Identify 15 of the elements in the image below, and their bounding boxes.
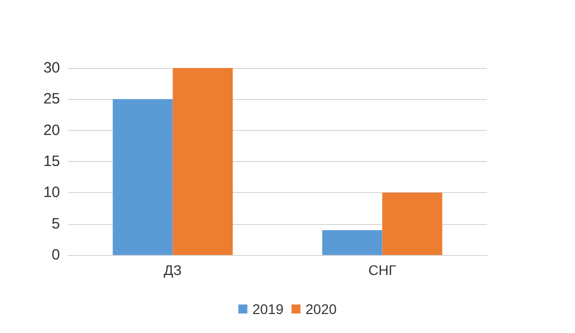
x-tick-label: ДЗ [164,262,182,278]
legend-label: 2020 [306,301,337,317]
y-tick-label: 25 [43,90,60,108]
bar [382,192,442,255]
legend-label: 2019 [252,301,284,317]
y-tick-label: 5 [52,215,60,232]
y-tick-label: 20 [43,122,60,139]
bar [172,68,233,255]
y-tick-label: 10 [43,184,60,202]
bar [322,230,382,255]
y-tick-label: 30 [43,60,60,76]
y-tick-label: 0 [52,246,60,264]
bar [112,99,173,255]
x-tick-label: СНГ [368,262,397,278]
y-tick-label: 15 [43,153,60,170]
